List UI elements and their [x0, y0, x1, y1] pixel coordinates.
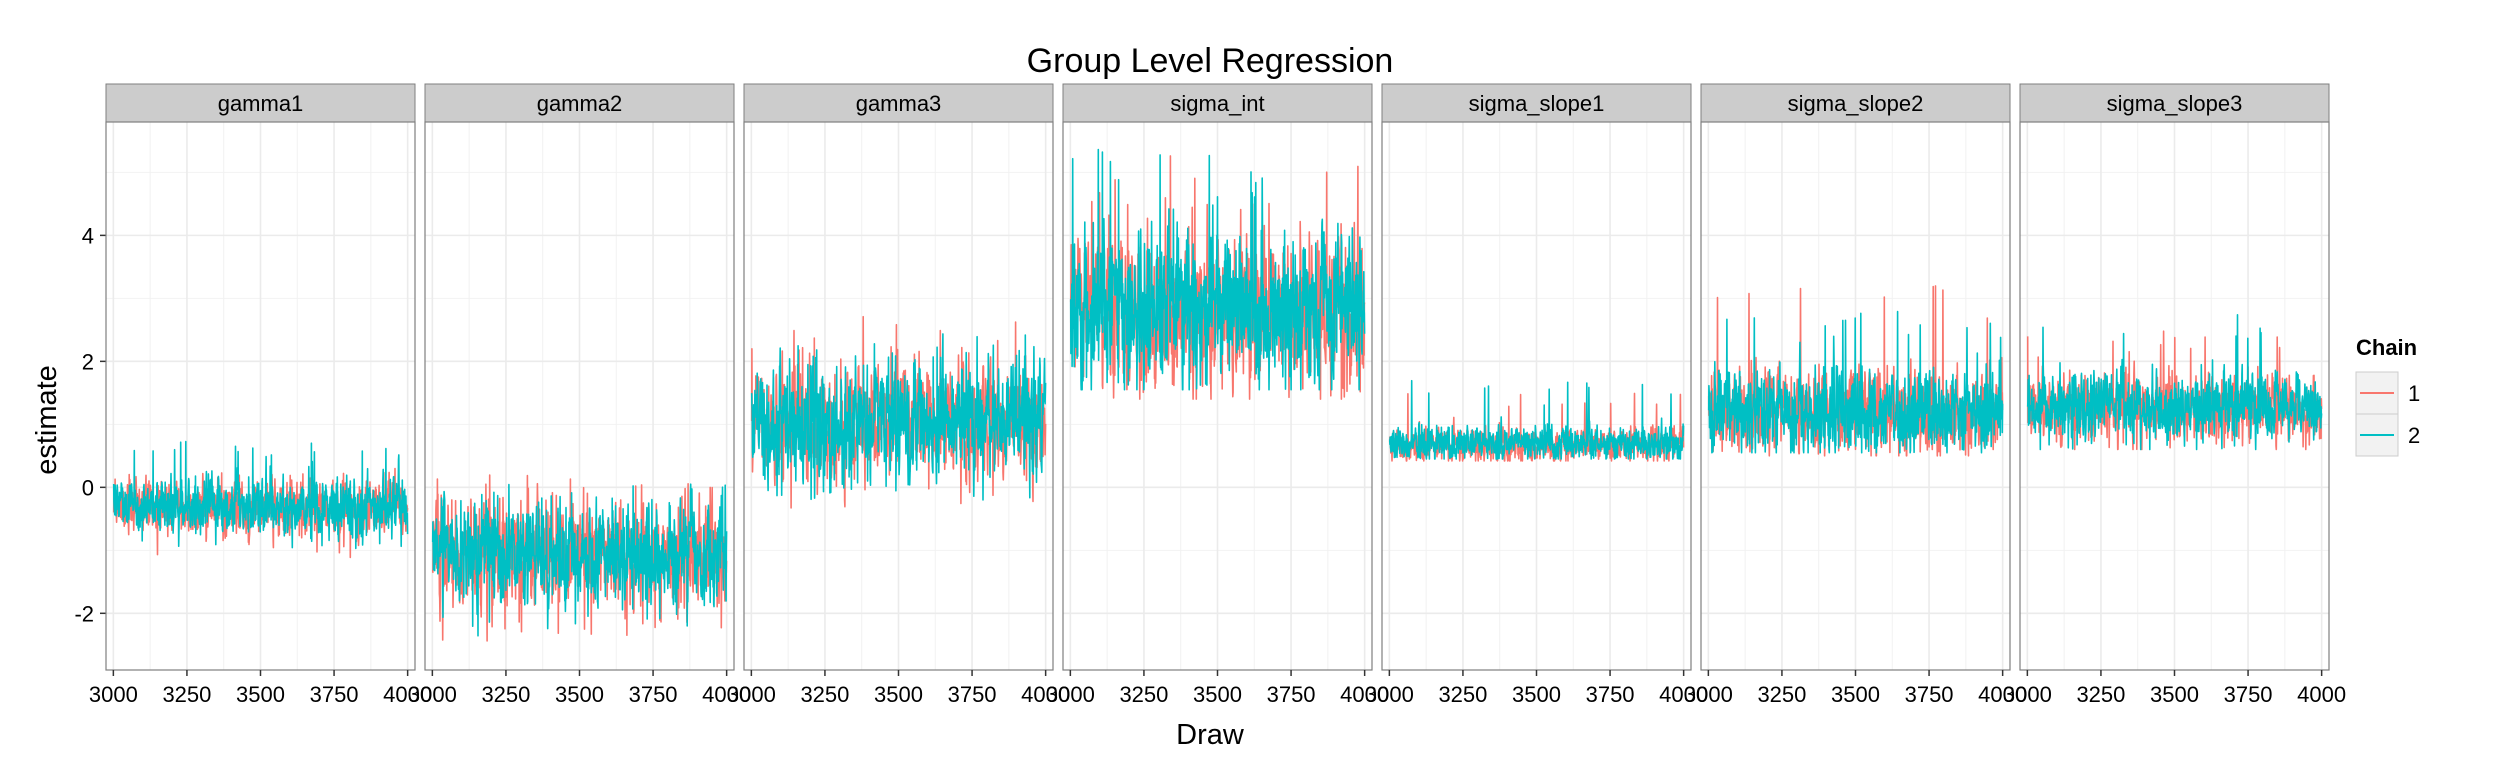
x-tick-label: 4000 — [2297, 682, 2346, 707]
x-tick-label: 3250 — [162, 682, 211, 707]
x-tick-label: 3750 — [1586, 682, 1635, 707]
x-tick-label: 3250 — [2076, 682, 2125, 707]
x-tick-label: 4000 — [702, 682, 751, 707]
facet-strip-label: sigma_int — [1170, 91, 1264, 116]
facet-panel-gamma1: gamma1 3000 3250 3500 3750 4000 — [89, 83, 432, 707]
x-tick-label: 4000 — [383, 682, 432, 707]
trace-series-chain-2 — [1707, 310, 2004, 454]
x-tick-label: 3500 — [236, 682, 285, 707]
x-tick-label: 3250 — [1438, 682, 1487, 707]
chart-title: Group Level Regression — [1027, 42, 1394, 80]
x-tick-label: 3500 — [1193, 682, 1242, 707]
x-tick-label: 3000 — [408, 682, 457, 707]
x-tick-label: 3750 — [1905, 682, 1954, 707]
x-tick-label: 3000 — [2003, 682, 2052, 707]
legend: Chain 12 — [2355, 335, 2420, 457]
x-tick-label: 3250 — [481, 682, 530, 707]
x-tick-label: 4000 — [1978, 682, 2027, 707]
legend-entry-label: 1 — [2408, 381, 2420, 406]
x-tick-label: 4000 — [1340, 682, 1389, 707]
facet-panel-sigma_slope1: sigma_slope1 3000 3250 3500 3750 4000 — [1365, 83, 1708, 707]
x-tick-label: 3250 — [800, 682, 849, 707]
facet-strip — [2019, 83, 2330, 123]
facet-panel-sigma_slope2: sigma_slope2 3000 3250 3500 3750 4000 — [1684, 83, 2027, 707]
facet-panel-gamma2: gamma2 3000 3250 3500 3750 4000 — [408, 83, 751, 707]
x-tick-label: 3750 — [2224, 682, 2273, 707]
x-tick-label: 3500 — [555, 682, 604, 707]
x-tick-label: 3750 — [1267, 682, 1316, 707]
trace-series-chain-2 — [431, 483, 728, 637]
x-axis-label: Draw — [1176, 719, 1245, 751]
facet-strip-label: sigma_slope2 — [1788, 91, 1924, 116]
trace-series-chain-2 — [2026, 314, 2323, 451]
y-tick-label: 4 — [82, 223, 94, 248]
x-tick-label: 3000 — [1365, 682, 1414, 707]
x-tick-label: 3750 — [310, 682, 359, 707]
trace-series-chain-2 — [112, 440, 409, 550]
facet-strip-label: sigma_slope3 — [2107, 91, 2243, 116]
facet-strip — [743, 83, 1054, 123]
x-tick-label: 3250 — [1119, 682, 1168, 707]
x-tick-label: 4000 — [1659, 682, 1708, 707]
legend-keys: 12 — [2355, 371, 2420, 457]
x-tick-label: 3500 — [2150, 682, 2199, 707]
x-tick-label: 3500 — [1831, 682, 1880, 707]
x-tick-label: 3750 — [629, 682, 678, 707]
legend-entry-label: 2 — [2408, 423, 2420, 448]
x-tick-label: 3500 — [1512, 682, 1561, 707]
facet-strip — [1381, 83, 1692, 123]
x-tick-label: 3000 — [1684, 682, 1733, 707]
facet-strip — [1700, 83, 2011, 123]
y-tick-label: 2 — [82, 349, 94, 374]
facet-panels: -2 0 2 4 gamma1 3000 3250 3500 3750 4000 gamma2 300… — [74, 83, 2346, 707]
y-tick-label: -2 — [74, 601, 94, 626]
facet-panel-sigma_slope3: sigma_slope3 3000 3250 3500 3750 4000 — [2003, 83, 2346, 707]
x-tick-label: 3000 — [1046, 682, 1095, 707]
trace-series-chain-2 — [1388, 379, 1685, 460]
facet-strip-label: gamma1 — [218, 91, 304, 116]
trace-series-chain-2 — [1069, 148, 1366, 391]
x-tick-label: 3750 — [948, 682, 997, 707]
x-tick-label: 3500 — [874, 682, 923, 707]
facet-strip-label: gamma3 — [856, 91, 942, 116]
facet-strip-label: gamma2 — [537, 91, 623, 116]
x-tick-label: 3000 — [89, 682, 138, 707]
facet-panel-sigma_int: sigma_int 3000 3250 3500 3750 4000 — [1046, 83, 1389, 707]
y-axis-label: estimate — [31, 365, 63, 475]
x-tick-label: 4000 — [1021, 682, 1070, 707]
facet-panel-gamma3: gamma3 3000 3250 3500 3750 4000 — [727, 83, 1070, 707]
x-tick-label: 3250 — [1757, 682, 1806, 707]
x-tick-label: 3000 — [727, 682, 776, 707]
legend-title: Chain — [2356, 335, 2417, 360]
trace-series-chain-2 — [750, 333, 1047, 501]
y-tick-label: 0 — [82, 475, 94, 500]
facet-strip-label: sigma_slope1 — [1469, 91, 1605, 116]
facet-strip — [1062, 83, 1373, 123]
